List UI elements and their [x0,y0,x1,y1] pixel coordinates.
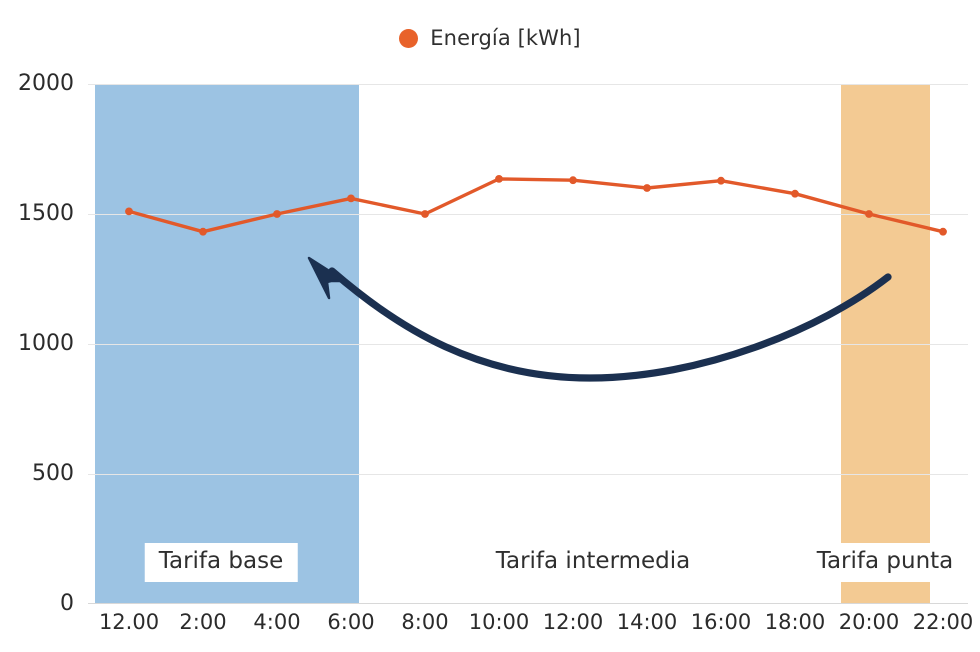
y-tick-2000: 2000 [18,71,74,96]
x-tick-2200: 22:00 [912,610,974,634]
gridline-1000 [88,344,968,345]
band-label-tarifa-intermedia: Tarifa intermedia [495,548,691,574]
band-label-tarifa-punta: Tarifa punta [804,543,966,582]
x-tick-0200: 2:00 [179,610,227,634]
x-tick-2000: 20:00 [838,610,900,634]
x-axis: 12.00 2:00 4:00 6:00 8:00 10:00 12:00 14… [88,610,973,646]
y-tick-500: 500 [32,461,74,486]
x-tick-1800: 18:00 [764,610,826,634]
x-tick-1200am: 12.00 [98,610,160,634]
x-tick-1400: 14:00 [616,610,678,634]
x-tick-0800: 8:00 [401,610,449,634]
gridline-1500 [88,214,968,215]
legend-dot-icon [399,29,419,48]
plot-area [88,84,968,604]
y-tick-0: 0 [60,591,74,616]
y-tick-1500: 1500 [18,201,74,226]
y-tick-1000: 1000 [18,331,74,356]
legend-label-energia: Energía [kWh] [430,26,581,50]
x-tick-1600: 16:00 [690,610,752,634]
x-tick-1200pm: 12:00 [542,610,604,634]
gridline-500 [88,474,968,475]
gridline-2000 [88,84,968,85]
band-label-tarifa-base: Tarifa base [144,543,298,582]
gridline-0 [88,603,968,604]
x-tick-1000: 10:00 [468,610,530,634]
chart-legend: Energía [kWh] [0,28,980,49]
x-tick-0400: 4:00 [253,610,301,634]
y-axis: 0 500 1000 1500 2000 [0,73,74,615]
x-tick-0600: 6:00 [327,610,375,634]
